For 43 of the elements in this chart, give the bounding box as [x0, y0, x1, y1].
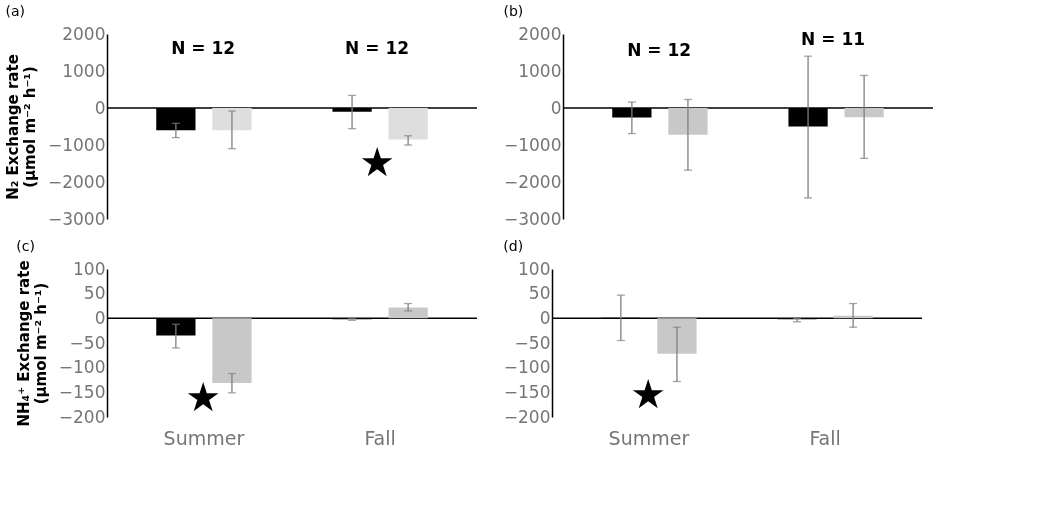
- y-tick-label: 50: [528, 283, 551, 304]
- y-tick-label: −100: [503, 357, 551, 378]
- y-tick-label: −150: [503, 381, 551, 402]
- y-tick-label: −50: [69, 332, 106, 353]
- y-tick-label: −3000: [503, 208, 562, 229]
- y-tick-label: −3000: [47, 208, 106, 229]
- y-tick-label: 1000: [518, 60, 562, 81]
- chart-title: (c): [16, 237, 35, 254]
- y-tick-label: 0: [94, 307, 106, 328]
- y-tick-label: 2000: [518, 23, 562, 44]
- y-tick-label: −50: [514, 332, 551, 353]
- annotation: N = 12: [345, 37, 410, 58]
- chart-title: (b): [503, 3, 524, 19]
- annotation: ★: [185, 374, 222, 421]
- y-axis-title: NH₄⁺ Exchange rate (µmol m⁻² h⁻¹): [14, 260, 50, 427]
- y-tick-label: 100: [518, 258, 551, 279]
- annotation: N = 11: [801, 28, 866, 49]
- y-tick-label: 50: [83, 283, 106, 304]
- x-tick-label: Fall: [809, 426, 841, 449]
- annotation: N = 12: [627, 39, 692, 60]
- annotation: ★: [359, 138, 396, 185]
- y-tick-label: 0: [550, 97, 562, 118]
- x-tick-label: Summer: [608, 426, 690, 449]
- chart-title: (d): [503, 238, 524, 254]
- y-tick-label: −150: [58, 381, 106, 402]
- y-tick-label: 2000: [62, 23, 106, 44]
- y-tick-label: −2000: [47, 171, 106, 192]
- y-tick-label: 100: [73, 258, 106, 279]
- y-tick-label: −1000: [47, 134, 106, 155]
- annotation: ★: [630, 371, 667, 418]
- x-tick-label: Fall: [364, 426, 396, 449]
- y-tick-label: −2000: [503, 171, 562, 192]
- x-tick-label: Summer: [163, 426, 245, 449]
- chart-title: (a): [5, 3, 26, 19]
- y-tick-label: −200: [58, 406, 106, 427]
- y-tick-label: 0: [539, 307, 551, 328]
- y-tick-label: −100: [58, 357, 106, 378]
- annotation: N = 12: [171, 37, 236, 58]
- y-axis-title: N₂ Exchange rate (µmol m⁻² h⁻¹): [3, 54, 39, 200]
- y-tick-label: 0: [94, 97, 106, 118]
- y-tick-label: 1000: [62, 60, 106, 81]
- y-tick-label: −200: [503, 406, 551, 427]
- y-tick-label: −1000: [503, 134, 562, 155]
